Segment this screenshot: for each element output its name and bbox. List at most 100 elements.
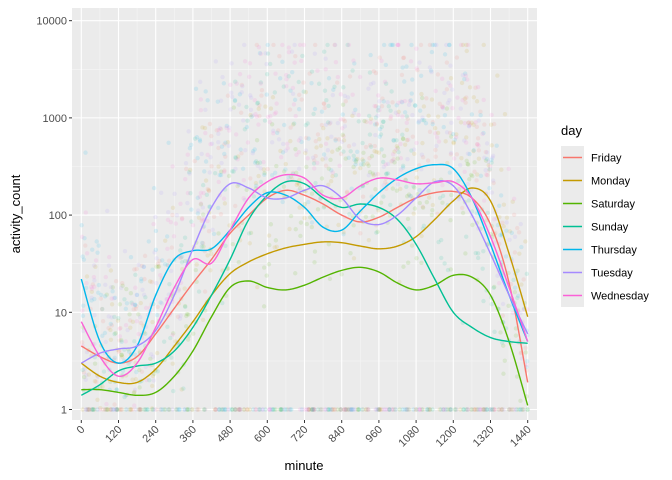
scatter-point (229, 407, 235, 412)
scatter-point (272, 245, 277, 250)
scatter-point (240, 166, 246, 171)
scatter-point (366, 173, 371, 178)
scatter-point (86, 407, 92, 412)
scatter-point (217, 125, 223, 131)
scatter-point (91, 263, 97, 268)
scatter-point (450, 105, 455, 111)
scatter-point (130, 377, 135, 382)
scatter-point (136, 262, 141, 268)
scatter-point (312, 407, 317, 412)
scatter-point (317, 137, 322, 142)
scatter-point (119, 354, 125, 359)
scatter-point (352, 170, 358, 175)
scatter-point (364, 407, 369, 412)
scatter-point (179, 254, 185, 259)
scatter-point (507, 407, 512, 412)
scatter-point (489, 407, 495, 412)
scatter-point (134, 304, 139, 309)
scatter-point (432, 126, 438, 131)
scatter-point (127, 318, 133, 323)
scatter-point (113, 331, 118, 336)
scatter-point (203, 178, 209, 183)
scatter-point (326, 76, 332, 81)
scatter-point (498, 233, 503, 238)
scatter-point (152, 250, 157, 255)
scatter-point (429, 212, 435, 218)
scatter-point (218, 126, 224, 132)
scatter-point (109, 323, 115, 328)
scatter-point (256, 122, 261, 127)
scatter-point (166, 210, 171, 215)
scatter-point (246, 231, 252, 236)
scatter-point (128, 407, 134, 412)
scatter-point (400, 407, 405, 412)
scatter-point (405, 156, 410, 162)
scatter-point (373, 132, 378, 138)
scatter-point (497, 407, 502, 412)
scatter-point (144, 377, 149, 383)
scatter-point (410, 112, 415, 118)
scatter-point (489, 157, 494, 162)
scatter-point (293, 53, 298, 59)
scatter-point (248, 112, 253, 118)
scatter-point (253, 407, 259, 412)
scatter-point (454, 132, 459, 137)
scatter-point (280, 42, 285, 48)
scatter-point (199, 151, 204, 157)
scatter-point (465, 407, 470, 412)
scatter-point (359, 162, 364, 167)
scatter-point (411, 147, 417, 152)
scatter-point (416, 120, 421, 125)
scatter-point (274, 101, 279, 106)
scatter-point (250, 113, 255, 118)
scatter-point (380, 159, 386, 165)
scatter-point (481, 298, 486, 304)
scatter-point (310, 407, 315, 412)
scatter-point (376, 407, 381, 412)
scatter-point (447, 130, 453, 136)
scatter-point (367, 70, 373, 75)
scatter-point (388, 202, 393, 208)
scatter-point (296, 92, 302, 98)
scatter-point (171, 388, 176, 394)
scatter-point (315, 207, 321, 212)
scatter-point (237, 407, 242, 412)
scatter-point (225, 407, 231, 412)
scatter-point (165, 262, 170, 268)
scatter-point (230, 407, 235, 412)
scatter-point (400, 163, 406, 168)
scatter-point (445, 160, 450, 166)
scatter-point (241, 196, 246, 201)
scatter-point (151, 378, 157, 383)
scatter-point (81, 303, 86, 308)
scatter-point (108, 407, 114, 412)
scatter-point (151, 371, 157, 377)
scatter-point (482, 122, 487, 127)
scatter-point (90, 407, 95, 412)
scatter-point (487, 168, 492, 173)
scatter-point (471, 148, 476, 153)
scatter-point (501, 202, 507, 207)
scatter-point (336, 222, 341, 228)
scatter-point (321, 152, 327, 157)
scatter-point (518, 398, 523, 404)
scatter-point (220, 407, 226, 412)
scatter-point (315, 407, 321, 412)
scatter-point (257, 407, 262, 412)
scatter-point (221, 81, 227, 86)
scatter-point (245, 407, 250, 412)
scatter-point (330, 149, 335, 154)
scatter-point (465, 161, 470, 167)
scatter-point (341, 134, 346, 139)
scatter-point (316, 81, 322, 86)
scatter-point (100, 333, 105, 338)
scatter-point (221, 196, 227, 201)
scatter-point (270, 407, 275, 412)
scatter-point (405, 260, 411, 265)
scatter-point (127, 407, 132, 412)
scatter-point (383, 180, 388, 185)
scatter-point (487, 185, 492, 191)
scatter-point (499, 407, 504, 412)
scatter-point (250, 150, 255, 156)
scatter-point (348, 149, 353, 154)
